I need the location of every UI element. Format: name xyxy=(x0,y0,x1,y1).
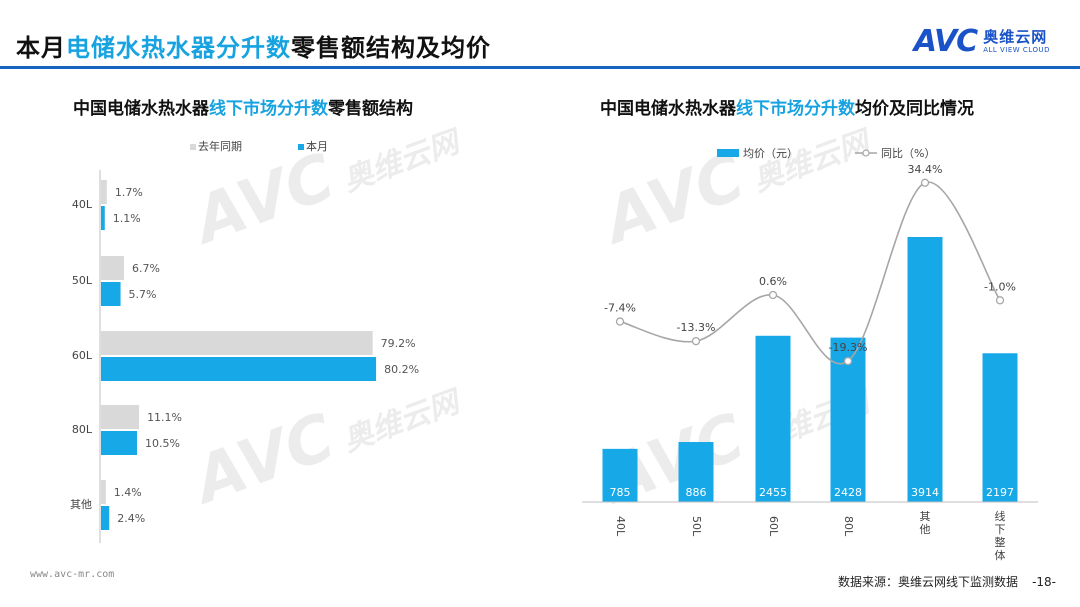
title-suffix: 零售额结构及均价 xyxy=(291,34,491,62)
yoy-label: -19.3% xyxy=(829,341,868,354)
left-chart-title: 中国电储水热水器线下市场分升数零售额结构 xyxy=(73,94,413,119)
yoy-label: -7.4% xyxy=(604,302,636,315)
yoy-marker xyxy=(920,178,930,187)
data-label-curr: 80.2% xyxy=(384,363,419,376)
legend-label-bar: 均价（元） xyxy=(743,147,798,160)
legend-label-prev: 去年同期 xyxy=(198,139,242,153)
right-chart-title: 中国电储水热水器线下市场分升数均价及同比情况 xyxy=(600,94,974,119)
page-number: -18- xyxy=(1032,575,1056,589)
bar-prev xyxy=(101,180,107,204)
data-label-curr: 1.1% xyxy=(113,212,141,225)
category-label: 50L xyxy=(690,516,703,537)
bar-curr xyxy=(101,282,121,306)
bar-prev xyxy=(101,256,124,280)
category-label: 其他 xyxy=(920,510,931,536)
bar-value-label: 2455 xyxy=(759,486,787,499)
category-label: 80L xyxy=(72,423,93,436)
bar-prev xyxy=(101,331,373,355)
left-title-suffix: 零售额结构 xyxy=(328,99,413,119)
bar-value-label: 3914 xyxy=(911,486,939,499)
bar-value-label: 2428 xyxy=(834,486,862,499)
yoy-marker xyxy=(995,296,1005,305)
legend-swatch-bar xyxy=(717,149,739,157)
left-title-highlight: 线下市场分升数 xyxy=(209,99,328,119)
bar-value-label: 2197 xyxy=(986,486,1014,499)
data-label-prev: 6.7% xyxy=(132,262,160,275)
yoy-label: 34.4% xyxy=(908,163,943,176)
legend-swatch-curr xyxy=(298,144,304,150)
right-title-prefix: 中国电储水热水器 xyxy=(600,99,736,119)
left-bar-chart: 去年同期 本月 1.7% 1.1% 40L 6.7% 5.7% 50L 79.2% 80.2% 60… xyxy=(70,139,419,543)
logo-en: ALL VIEW CLOUD xyxy=(983,45,1050,54)
category-label: 60L xyxy=(72,349,93,362)
legend-swatch-marker xyxy=(862,149,870,157)
category-label: 40L xyxy=(72,198,93,211)
bar-value-label: 785 xyxy=(610,486,631,499)
data-label-curr: 5.7% xyxy=(129,288,157,301)
yoy-label: -13.3% xyxy=(677,321,716,334)
title-prefix: 本月 xyxy=(16,34,66,62)
bar-avg-price xyxy=(755,335,791,502)
legend-label-curr: 本月 xyxy=(306,139,328,153)
data-label-prev: 79.2% xyxy=(381,337,416,350)
yoy-label: 0.6% xyxy=(759,275,787,288)
bar-prev xyxy=(101,480,106,504)
bar-avg-price xyxy=(602,448,638,502)
data-label-prev: 1.4% xyxy=(114,486,142,499)
legend-label-line: 同比（%） xyxy=(881,147,935,160)
yoy-marker xyxy=(691,336,701,346)
header-divider xyxy=(0,66,1080,69)
yoy-marker xyxy=(615,317,625,326)
page-title: 本月电储水热水器分升数零售额结构及均价 xyxy=(16,28,491,63)
right-title-highlight: 线下市场分升数 xyxy=(736,99,855,119)
yoy-line xyxy=(619,181,1001,365)
footer-source: 数据来源：奥维云网线下监测数据 -18- xyxy=(838,573,1056,590)
header: 本月电储水热水器分升数零售额结构及均价 AVC 奥维云网 ALL VIEW CL… xyxy=(0,0,1080,72)
data-label-curr: 2.4% xyxy=(117,512,145,525)
right-title-suffix: 均价及同比情况 xyxy=(855,99,974,119)
left-title-prefix: 中国电储水热水器 xyxy=(73,99,209,119)
bar-curr xyxy=(101,431,138,455)
bar-prev xyxy=(101,405,140,429)
bar-curr xyxy=(101,206,105,230)
category-label: 60L xyxy=(767,516,780,537)
yoy-marker xyxy=(843,356,853,366)
bar-curr xyxy=(101,506,110,530)
logo-cn: 奥维云网 xyxy=(983,27,1048,46)
category-label: 其他 xyxy=(70,498,92,511)
logo-mark: AVC xyxy=(913,24,978,59)
bar-avg-price xyxy=(678,442,714,502)
yoy-label: -1.0% xyxy=(984,280,1016,293)
data-label-curr: 10.5% xyxy=(145,437,180,450)
website-url: www.avc-mr.com xyxy=(30,569,115,580)
category-label: 50L xyxy=(72,274,93,287)
bar-value-label: 886 xyxy=(686,486,707,499)
category-label: 80L xyxy=(842,516,855,537)
avc-logo: AVC 奥维云网 ALL VIEW CLOUD xyxy=(914,24,1050,59)
bar-avg-price xyxy=(982,353,1018,502)
title-highlight: 电储水热水器分升数 xyxy=(66,34,291,62)
data-source: 数据来源：奥维云网线下监测数据 xyxy=(838,575,1019,589)
bar-curr xyxy=(101,357,377,381)
right-combo-chart: 均价（元） 同比（%） 785 886 2455 2428 3914 2197 -7.4% -13… xyxy=(582,147,1038,562)
category-label: 40L xyxy=(614,516,627,537)
category-label: 线下整体 xyxy=(995,509,1006,562)
bar-avg-price xyxy=(907,237,943,502)
legend-swatch-prev xyxy=(190,144,196,150)
yoy-marker xyxy=(768,290,778,300)
data-label-prev: 11.1% xyxy=(147,411,182,424)
data-label-prev: 1.7% xyxy=(115,186,143,199)
